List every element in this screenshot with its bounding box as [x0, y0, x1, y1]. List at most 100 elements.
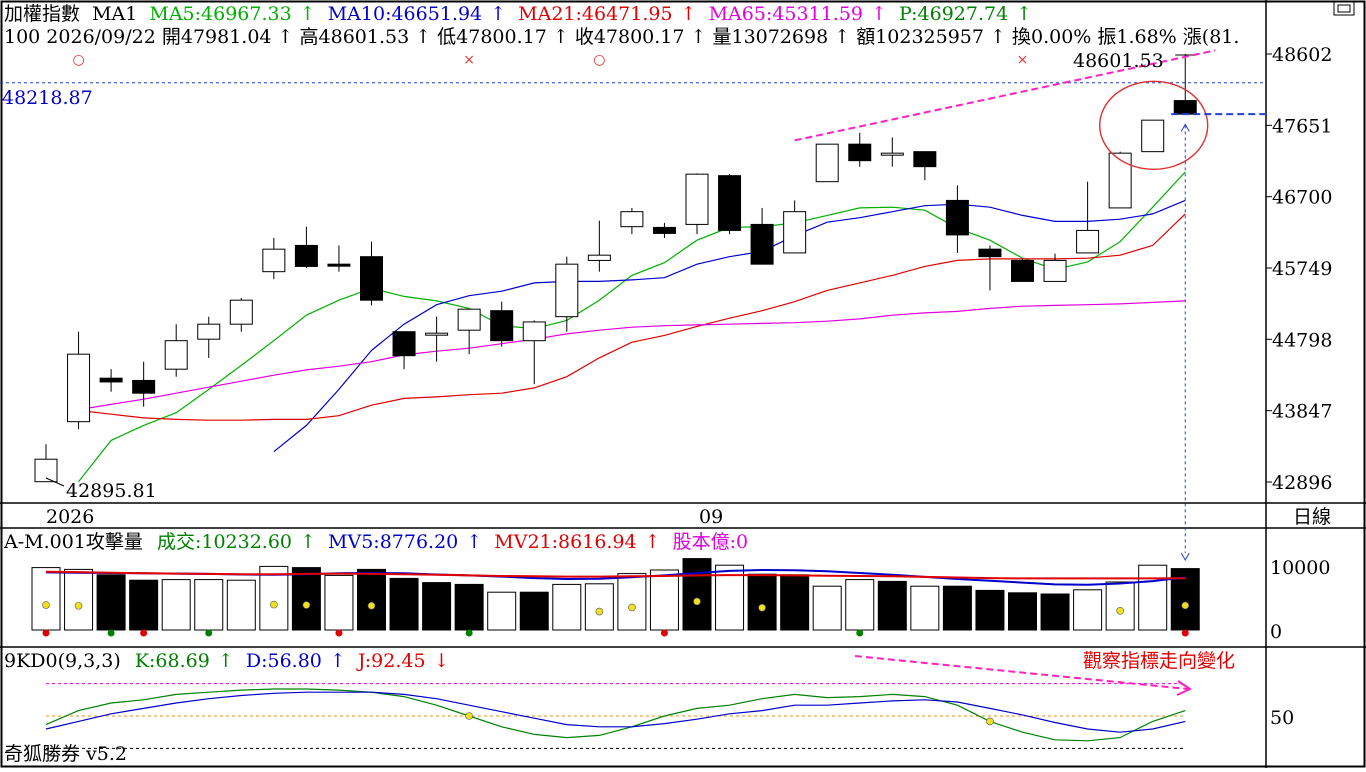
legend-mv5-arrow: ↑	[466, 531, 482, 553]
volume-bar	[519, 591, 549, 631]
legend-ma65-arrow: ↑	[871, 3, 887, 25]
candle	[685, 173, 709, 235]
candle	[1173, 54, 1197, 115]
candle-body-down	[848, 143, 872, 162]
volume-title: A-M.001攻擊量	[3, 531, 143, 553]
candle-body-down	[132, 379, 156, 394]
kd-tick-50: 50	[1270, 707, 1294, 729]
candle-body-up	[555, 263, 579, 318]
legend-ma5-arrow: ↑	[300, 3, 316, 25]
candle	[327, 245, 351, 272]
candle	[490, 301, 514, 347]
kd-trend-arrow	[854, 655, 1189, 690]
price-tick-label: 43847	[1272, 401, 1332, 423]
low-value-label: 42895.81	[66, 480, 157, 502]
candle-body-up	[229, 299, 253, 325]
candle	[620, 207, 644, 235]
circle-marker: ○	[593, 52, 605, 68]
volume-bar	[422, 582, 452, 631]
candle-body-up	[783, 211, 807, 254]
candle	[880, 137, 904, 167]
candle	[262, 237, 286, 280]
volume-bar	[194, 579, 224, 631]
legend-d-arrow: ↑	[330, 650, 346, 672]
volume-signal-dot	[628, 603, 636, 612]
volume-signal-dot	[270, 600, 278, 609]
annotations: ○ × ○ ×	[45, 49, 1266, 696]
volume-tick-0: 0	[1270, 621, 1282, 643]
candle-body-down	[294, 244, 318, 267]
legend-p-arrow: ↑	[1016, 3, 1032, 25]
legend-ma10: MA10:46651.94	[328, 3, 482, 25]
volume-bar	[975, 589, 1005, 631]
low-leader	[45, 477, 65, 487]
candle-body-down	[652, 226, 676, 234]
volume-bar	[324, 574, 354, 631]
volume-signal-dot	[595, 607, 604, 616]
candle-body-up	[34, 458, 58, 483]
pointer-arrow-down	[1180, 552, 1190, 562]
legend-cj-arrow: ↑	[300, 531, 316, 553]
kd-lines	[45, 683, 1186, 749]
reference-value-label: 48218.87	[2, 87, 93, 109]
footer-brand: 奇狐勝券 v5.2	[4, 743, 127, 765]
legend-shares: 股本億:0	[673, 531, 749, 553]
ohlc-info-line: 100 2026/09/22 開47981.04 ↑ 高48601.53 ↑ 低…	[4, 26, 1239, 48]
line-mv21	[45, 570, 1186, 580]
candle-body-up	[1076, 229, 1100, 254]
candle-body-up	[1043, 259, 1067, 282]
volume-bar	[910, 585, 940, 631]
volume-bar	[64, 568, 94, 631]
candle	[1141, 119, 1165, 153]
legend-k: K:68.69	[135, 650, 210, 672]
price-axis-ticks: 48602 47651 46700 45749 44798 43847 42896	[1266, 44, 1332, 494]
volume-bar	[552, 583, 582, 631]
volume-bar	[96, 574, 126, 631]
legend-ma21: MA21:46471.95	[518, 3, 672, 25]
candle	[783, 200, 807, 254]
candle	[1076, 181, 1100, 254]
instrument-title: 加權指數	[4, 3, 80, 25]
candle	[978, 245, 1002, 291]
candle-body-down	[978, 248, 1002, 258]
volume-signal-dot	[1116, 606, 1124, 615]
legend-ma10-arrow: ↑	[490, 3, 506, 25]
legend-mv21-arrow: ↑	[645, 531, 661, 553]
legend-cj: 成交:10232.60	[157, 531, 292, 553]
pointer-arrow-up	[1180, 123, 1190, 132]
volume-bar	[487, 591, 517, 631]
volume-bar	[1073, 589, 1103, 631]
legend-p: P:46927.74	[899, 3, 1008, 25]
candle-body-up	[620, 211, 644, 228]
candle-body-down	[392, 331, 416, 357]
legend-j: J:92.45	[356, 650, 426, 672]
candle-body-down	[490, 310, 514, 342]
date-label-year: 2026	[46, 506, 94, 528]
line-ma65	[78, 300, 1186, 411]
candle-body-down	[1173, 100, 1197, 115]
period-label[interactable]: 日線	[1293, 506, 1331, 528]
candle-body-down	[327, 263, 351, 267]
candle	[1108, 151, 1132, 209]
date-label-month: 09	[699, 506, 723, 528]
candle	[457, 308, 481, 355]
candle-body-up	[457, 308, 481, 331]
candle	[1043, 253, 1067, 282]
candle-body-down	[945, 199, 969, 236]
candle	[99, 369, 123, 392]
candle	[815, 143, 839, 183]
volume-bar	[129, 579, 159, 631]
candle	[425, 316, 449, 362]
candle	[392, 331, 416, 370]
line-ma5	[78, 171, 1186, 483]
candle-body-up	[1141, 119, 1165, 153]
legend-k-arrow: ↑	[218, 650, 234, 672]
kd-signal-dot	[986, 717, 994, 726]
volume-bar	[454, 583, 484, 631]
volume-tick-10000: 10000	[1270, 557, 1330, 579]
volume-signal-dot	[1181, 601, 1190, 610]
signal-dot-red	[42, 629, 50, 637]
signal-dot-red	[140, 629, 148, 637]
maximize-button[interactable]	[1333, 1, 1355, 16]
